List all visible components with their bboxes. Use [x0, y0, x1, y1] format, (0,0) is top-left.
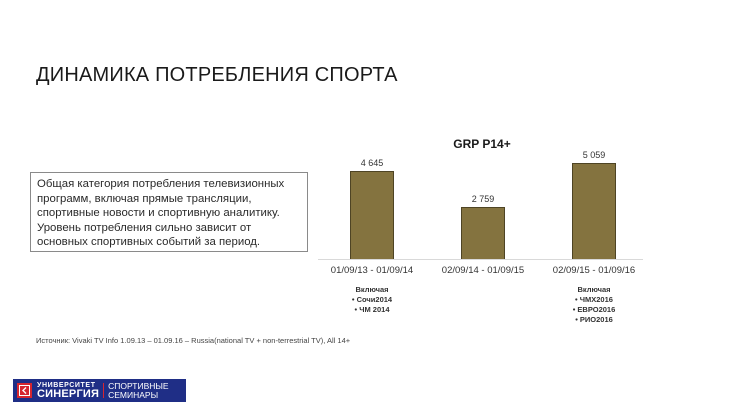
chart-title: GRP P14+ — [453, 137, 511, 151]
note-heading: Включая — [355, 285, 389, 294]
description-line: Общая категория потребления телевизионны… — [37, 178, 285, 190]
category-label: 01/09/13 - 01/09/14 — [330, 265, 414, 276]
synergy-logo: УНИВЕРСИТЕТ СИНЕРГИЯ СПОРТИВНЫЕ СЕМИНАРЫ — [13, 379, 186, 402]
bar-value-label: 5 059 — [582, 150, 606, 160]
note-item: • ЧМХ2016 — [575, 295, 613, 304]
category-label: 02/09/15 - 01/09/16 — [552, 265, 636, 276]
bar-period-2013-2014 — [350, 171, 394, 259]
description-line: Уровень потребления сильно зависит от — [37, 221, 252, 234]
bar-period-2014-2015 — [461, 207, 505, 259]
category-label: 02/09/14 - 01/09/15 — [441, 265, 525, 276]
logo-divider — [103, 383, 105, 398]
chart-baseline — [318, 259, 643, 260]
bar-period-2015-2016 — [572, 163, 616, 259]
logo-line: СИНЕРГИЯ — [37, 387, 100, 400]
events-note-2015-2016: Включая • ЧМХ2016 • ЕВРО2016 • РИО2016 — [549, 285, 639, 325]
logo-university-text: УНИВЕРСИТЕТ СИНЕРГИЯ — [37, 382, 99, 400]
note-item: • ЧМ 2014 — [354, 305, 390, 314]
bar-value-label: 2 759 — [471, 194, 495, 204]
note-heading: Включая — [577, 285, 611, 294]
description-box: Общая категория потребления телевизионны… — [30, 172, 308, 252]
source-note: Источник: Vivaki TV Info 1.09.13 – 01.09… — [36, 336, 351, 345]
logo-line: СЕМИНАРЫ — [108, 389, 159, 400]
bar-value-label: 4 645 — [360, 158, 384, 168]
events-note-2013-2014: Включая • Сочи2014 • ЧМ 2014 — [327, 285, 417, 315]
note-item: • ЕВРО2016 — [572, 305, 616, 314]
description-line: основных спортивных событий за период. — [37, 236, 261, 249]
synergy-mark-icon — [17, 383, 32, 398]
note-item: • Сочи2014 — [351, 295, 393, 304]
slide-title: ДИНАМИКА ПОТРЕБЛЕНИЯ СПОРТА — [36, 64, 398, 86]
logo-line: УНИВЕРСИТЕТ — [37, 381, 96, 389]
description-line: спортивные новости и спортивную аналитик… — [37, 207, 280, 220]
description-line: программ, включая прямые трансляции, — [37, 192, 252, 205]
logo-line: СПОРТИВНЫЕ — [108, 381, 169, 391]
note-item: • РИО2016 — [575, 315, 613, 324]
logo-seminars-text: СПОРТИВНЫЕ СЕМИНАРЫ — [108, 382, 168, 399]
